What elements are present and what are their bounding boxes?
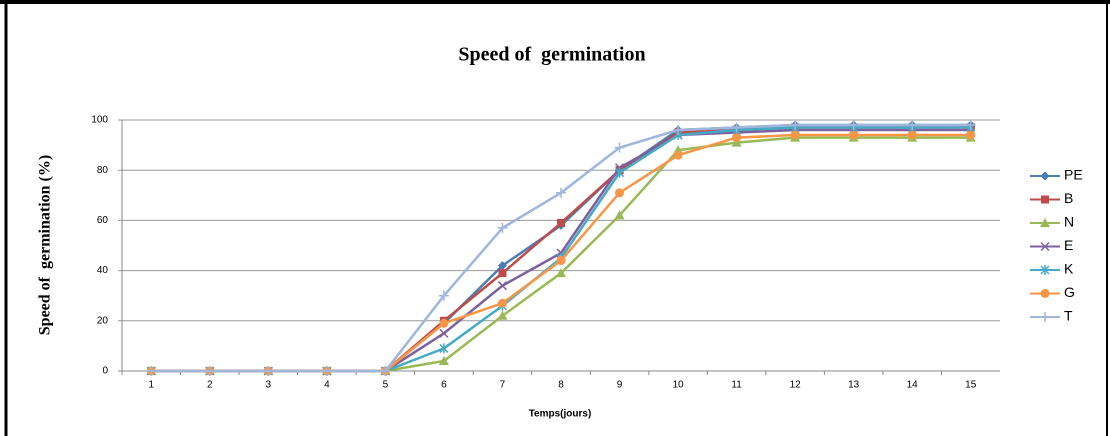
y-axis-label: Speed of germination (%) [37,155,54,335]
x-tick-label: 14 [907,380,919,391]
legend-marker [1040,265,1050,275]
data-point [556,187,566,198]
data-point [497,281,507,291]
x-tick-label: 3 [266,380,272,391]
data-point [614,142,625,153]
data-point [907,120,918,131]
x-tick-label: 5 [383,380,389,391]
x-tick-label: 11 [731,380,742,391]
data-point [557,218,565,227]
x-tick-label: 12 [790,380,802,391]
data-point [848,120,859,131]
data-point [849,130,859,140]
legend-label: K [1064,261,1074,277]
data-point [146,366,157,376]
y-tick-label: 0 [102,366,108,377]
data-point [615,188,625,198]
legend-label: E [1064,237,1073,253]
legend-marker [1040,312,1050,322]
y-tick-label: 20 [97,315,109,326]
legend-label: G [1064,284,1075,300]
x-tick-label: 9 [617,380,623,391]
data-point [263,366,274,376]
data-point [907,130,917,140]
legend-label: T [1064,308,1073,324]
x-tick-label: 10 [673,380,685,391]
data-point [497,310,508,320]
x-tick-label: 2 [207,380,213,391]
legend-marker [1040,218,1050,227]
x-tick-label: 7 [500,380,506,391]
chart-title: Speed of germination [458,44,645,66]
data-point [556,268,566,278]
y-tick-label: 60 [97,215,109,226]
x-tick-label: 4 [324,380,330,391]
legend-label: N [1064,214,1074,230]
data-point [615,167,625,178]
data-point [790,130,800,140]
data-point [497,298,507,308]
data-point [438,290,449,301]
data-point [732,133,742,143]
data-point [731,137,742,147]
data-point [439,318,449,328]
y-tick-label: 40 [97,265,109,276]
legend-marker [1040,289,1050,298]
x-axis-label: Temps(jours) [529,409,592,420]
x-tick-label: 8 [558,380,564,391]
data-point [321,366,332,376]
data-point [439,328,449,338]
y-tick-label: 100 [91,115,108,126]
data-point [204,366,215,376]
legend-label: PE [1064,167,1083,183]
data-point [439,343,449,354]
legend-marker [1041,195,1049,204]
x-tick-label: 6 [441,380,447,391]
data-point [731,122,742,133]
data-point [497,261,507,271]
data-point [673,150,683,160]
y-tick-label: 80 [97,165,109,176]
x-tick-label: 1 [148,380,154,391]
data-point [497,222,508,233]
x-tick-label: 13 [848,380,860,391]
data-point [614,210,625,220]
data-point [380,366,391,376]
data-point [438,355,449,365]
data-point [498,269,507,278]
data-point [966,130,976,140]
legend-marker [1040,171,1050,181]
legend-marker [1040,241,1050,252]
data-point [673,125,684,136]
data-point [790,120,801,131]
data-point [556,256,566,266]
x-tick-label: 15 [965,380,977,391]
data-point [965,120,976,131]
legend-label: B [1064,190,1073,206]
